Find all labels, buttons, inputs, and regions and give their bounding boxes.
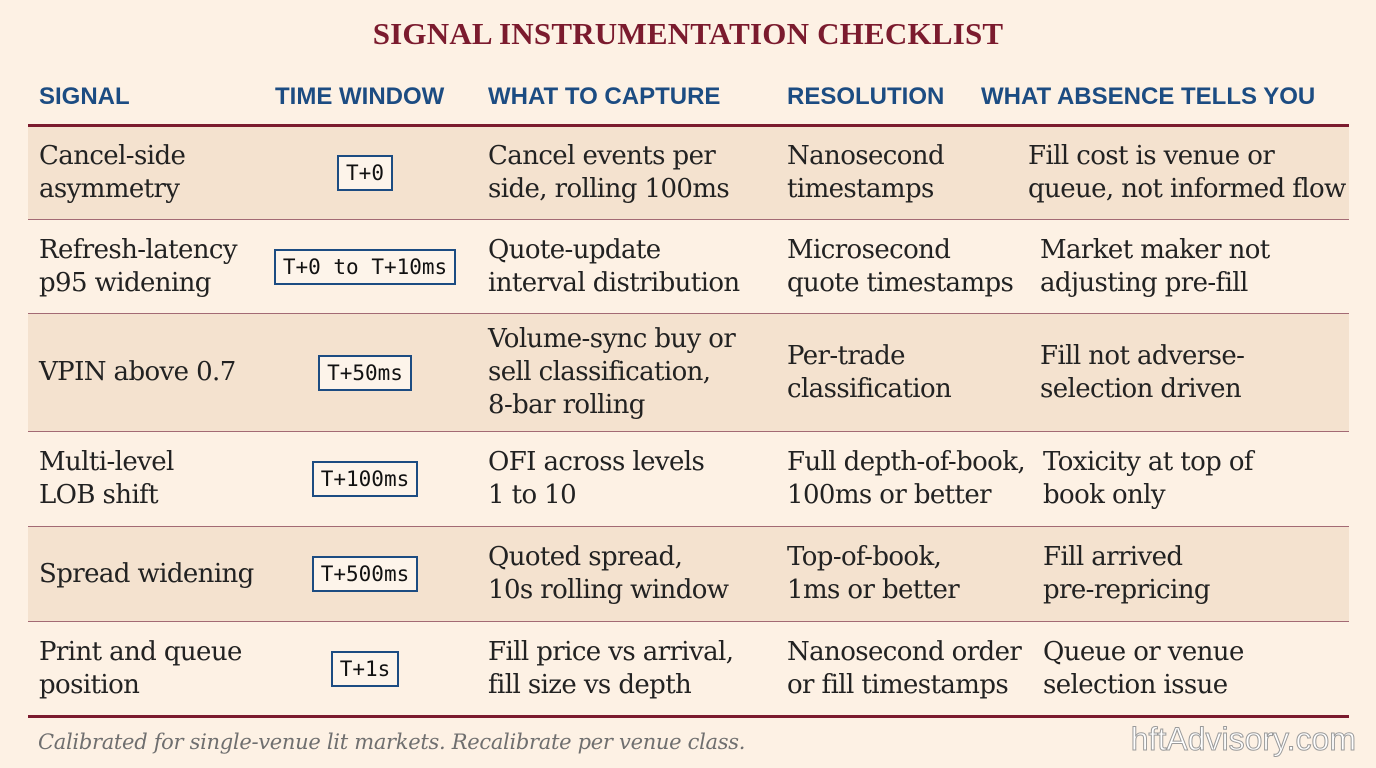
column-header-what-to-capture: WHAT TO CAPTURE bbox=[488, 83, 721, 110]
absence-cell: Fill not adverse- selection driven bbox=[1040, 340, 1245, 404]
time-window-cell: T+100ms bbox=[265, 432, 465, 526]
absence-cell: Market maker not adjusting pre-fill bbox=[1040, 234, 1270, 298]
header-divider bbox=[28, 124, 1349, 127]
absence-cell: Toxicity at top of book only bbox=[1043, 447, 1254, 510]
time-window-cell: T+1s bbox=[265, 622, 465, 715]
signal-cell: Print and queue position bbox=[39, 636, 242, 700]
table-row: Cancel-side asymmetry T+0 Cancel events … bbox=[28, 127, 1349, 220]
table-bottom-divider bbox=[28, 715, 1349, 718]
resolution-cell: Nanosecond order or fill timestamps bbox=[787, 636, 1022, 700]
column-header-time-window: TIME WINDOW bbox=[275, 83, 445, 110]
signal-cell: Cancel-side asymmetry bbox=[39, 141, 186, 204]
table-header: SIGNAL TIME WINDOW WHAT TO CAPTURE RESOL… bbox=[28, 83, 1348, 115]
table-row: Spread widening T+500ms Quoted spread, 1… bbox=[28, 527, 1349, 622]
capture-cell: OFI across levels 1 to 10 bbox=[488, 447, 705, 510]
table-row: Print and queue position T+1s Fill price… bbox=[28, 622, 1349, 715]
capture-cell: Fill price vs arrival, fill size vs dept… bbox=[488, 636, 734, 700]
signal-cell: Spread widening bbox=[39, 558, 254, 589]
column-header-what-absence-tells-you: WHAT ABSENCE TELLS YOU bbox=[981, 83, 1316, 110]
table-row: VPIN above 0.7 T+50ms Volume-sync buy or… bbox=[28, 314, 1349, 432]
column-header-resolution: RESOLUTION bbox=[787, 83, 945, 110]
resolution-cell: Top-of-book, 1ms or better bbox=[787, 542, 960, 605]
time-window-badge: T+0 to T+10ms bbox=[273, 248, 457, 285]
absence-cell: Fill arrived pre-repricing bbox=[1043, 542, 1211, 605]
capture-cell: Quoted spread, 10s rolling window bbox=[488, 542, 729, 605]
column-header-signal: SIGNAL bbox=[39, 83, 130, 110]
resolution-cell: Nanosecond timestamps bbox=[787, 141, 945, 204]
signal-cell: VPIN above 0.7 bbox=[39, 357, 236, 387]
time-window-badge: T+500ms bbox=[311, 556, 419, 592]
resolution-cell: Full depth-of-book, 100ms or better bbox=[787, 447, 1026, 510]
capture-cell: Quote-update interval distribution bbox=[488, 234, 740, 298]
absence-cell: Queue or venue selection issue bbox=[1043, 636, 1244, 700]
time-window-badge: T+50ms bbox=[318, 354, 412, 391]
time-window-badge: T+100ms bbox=[311, 461, 419, 497]
resolution-cell: Microsecond quote timestamps bbox=[787, 234, 1014, 298]
time-window-cell: T+0 to T+10ms bbox=[265, 220, 465, 313]
resolution-cell: Per-trade classification bbox=[787, 340, 952, 404]
watermark: hftAdvisory.com bbox=[1130, 721, 1356, 758]
time-window-cell: T+0 bbox=[265, 127, 465, 219]
time-window-badge: T+1s bbox=[330, 650, 400, 687]
time-window-cell: T+50ms bbox=[265, 314, 465, 431]
footer-note: Calibrated for single-venue lit markets.… bbox=[38, 730, 746, 754]
signal-cell: Multi-level LOB shift bbox=[39, 447, 174, 510]
signal-cell: Refresh-latency p95 widening bbox=[39, 234, 238, 298]
capture-cell: Cancel events per side, rolling 100ms bbox=[488, 141, 730, 204]
time-window-cell: T+500ms bbox=[265, 527, 465, 621]
absence-cell: Fill cost is venue or queue, not informe… bbox=[1028, 141, 1346, 204]
time-window-badge: T+0 bbox=[337, 155, 393, 191]
table-row: Refresh-latency p95 widening T+0 to T+10… bbox=[28, 220, 1349, 314]
table-row: Multi-level LOB shift T+100ms OFI across… bbox=[28, 432, 1349, 527]
page-title: SIGNAL INSTRUMENTATION CHECKLIST bbox=[372, 16, 1004, 51]
capture-cell: Volume-sync buy or sell classification, … bbox=[488, 324, 736, 420]
